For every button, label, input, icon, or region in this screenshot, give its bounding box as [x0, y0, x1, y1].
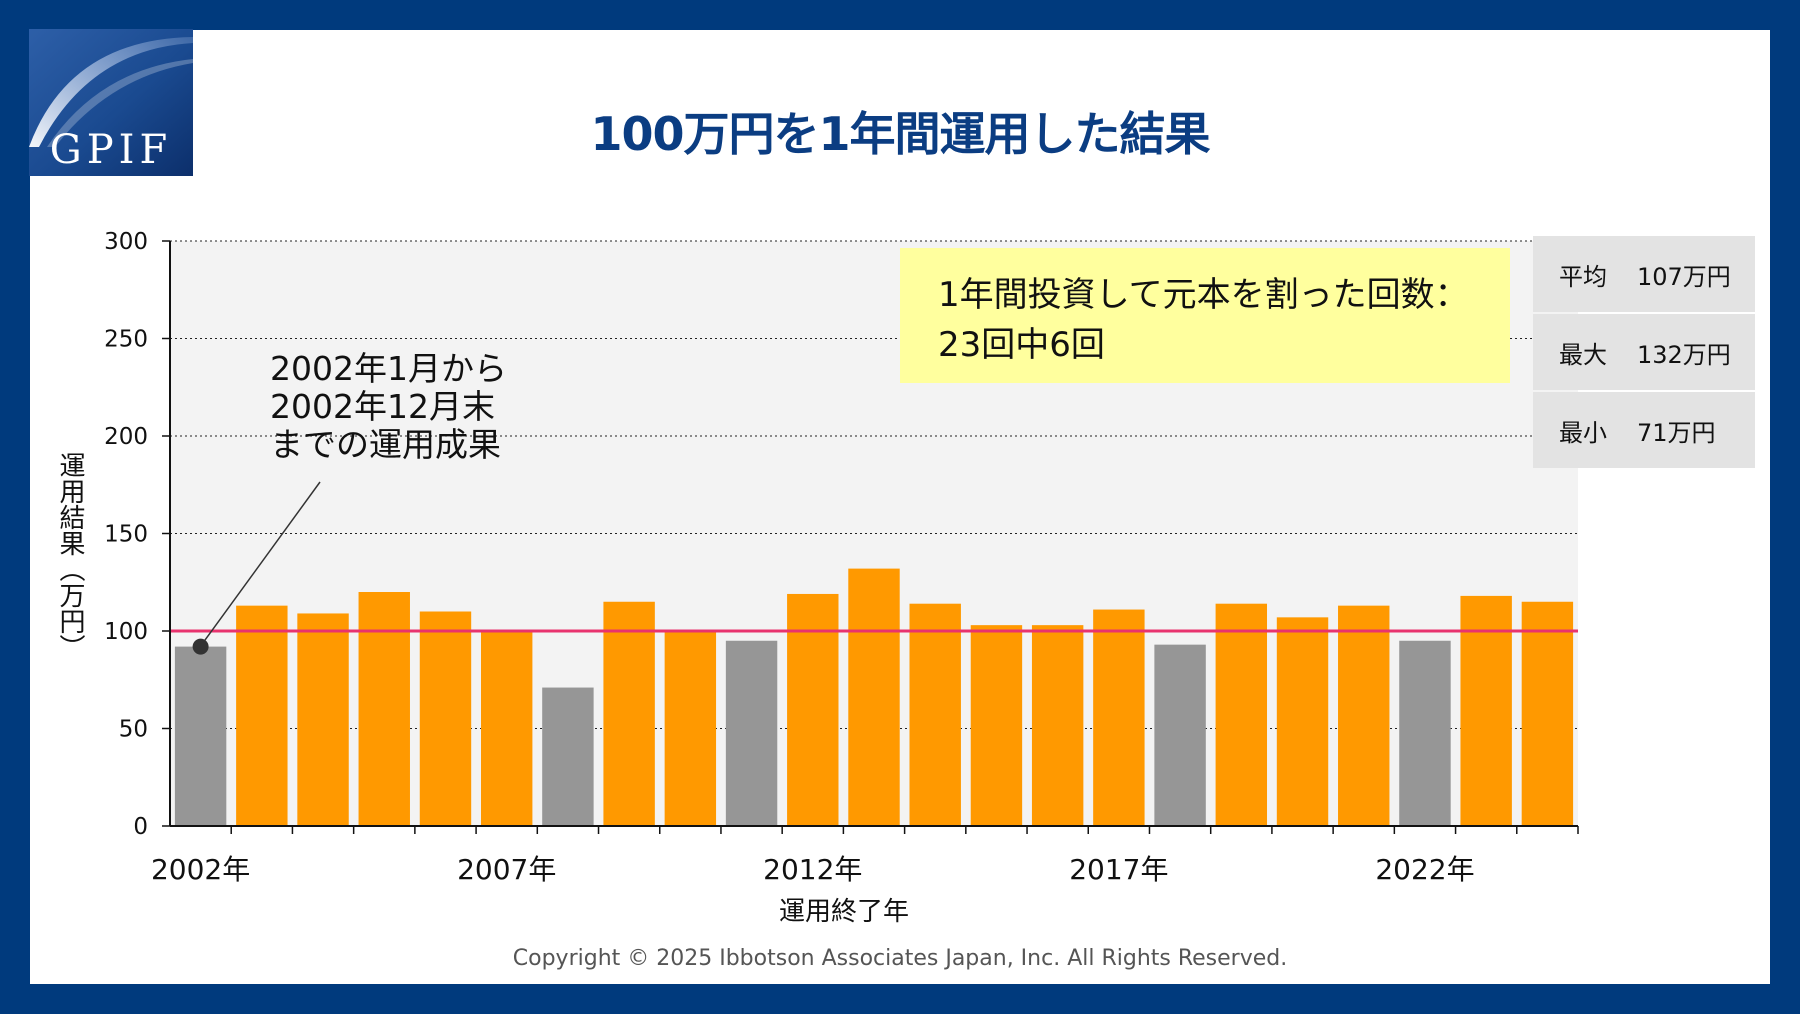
- annotation-line-3: までの運用成果: [270, 425, 501, 464]
- bar-2011年: [725, 640, 778, 826]
- bar-2020年: [1276, 617, 1329, 826]
- bar-2010年: [664, 631, 717, 826]
- y-tick-label: 200: [104, 424, 148, 450]
- bar-2015年: [970, 625, 1023, 826]
- bar-2013年: [848, 568, 900, 826]
- annotation-leader-line: [204, 481, 321, 642]
- bar-2014年: [909, 603, 961, 826]
- x-axis-label: 運用終了年: [779, 897, 909, 927]
- stat-value: 71万円: [1637, 418, 1716, 447]
- bar-2012年: [787, 593, 839, 826]
- stat-value: 107万円: [1637, 262, 1731, 291]
- bar-2017年: [1093, 609, 1145, 826]
- bar-2024年: [1521, 601, 1574, 826]
- bar-2004年: [297, 613, 349, 826]
- bar-2005年: [358, 592, 410, 826]
- copyright-text: Copyright © 2025 Ibbotson Associates Jap…: [512, 946, 1288, 971]
- stat-average: 平均 107万円: [1533, 236, 1755, 312]
- bar-2023年: [1460, 595, 1512, 826]
- y-tick-label: 150: [104, 522, 148, 548]
- x-tick-label: 2017年: [1069, 853, 1168, 886]
- y-tick-label: 300: [104, 229, 148, 255]
- stat-maximum: 最大 132万円: [1533, 314, 1755, 390]
- stat-value: 132万円: [1637, 340, 1731, 369]
- callout-line-2: 23回中6回: [938, 325, 1105, 365]
- annotation-marker: [192, 638, 209, 655]
- bar-2022年: [1399, 640, 1451, 826]
- y-tick-label: 0: [133, 814, 148, 840]
- annotation-line-1: 2002年1月から: [270, 349, 507, 388]
- bar-2007年: [480, 631, 533, 826]
- callout-line-1: 1年間投資して元本を割った回数：: [938, 275, 1469, 315]
- bar-2003年: [236, 605, 288, 826]
- bar-2002年: [174, 646, 227, 826]
- x-tick-label: 2002年: [151, 853, 250, 886]
- first-bar-annotation: 2002年1月から 2002年12月末 までの運用成果: [270, 350, 507, 464]
- stat-minimum: 最小 71万円: [1533, 392, 1755, 468]
- bar-2008年: [542, 687, 594, 826]
- annotation-line-2: 2002年12月末: [270, 387, 495, 426]
- x-tick-label: 2007年: [457, 853, 556, 886]
- bar-2019年: [1215, 603, 1268, 826]
- y-axis-label: 運用結果（万円）: [55, 452, 85, 660]
- bar-2018年: [1154, 644, 1206, 826]
- stat-label: 最大: [1559, 340, 1607, 369]
- loss-count-callout: 1年間投資して元本を割った回数： 23回中6回: [900, 248, 1510, 383]
- logo-text: GPIF: [50, 127, 172, 173]
- stat-label: 平均: [1559, 262, 1607, 291]
- y-tick-label: 250: [104, 327, 148, 353]
- bar-2009年: [603, 601, 655, 826]
- x-tick-label: 2022年: [1375, 853, 1474, 886]
- y-tick-label: 100: [104, 619, 148, 645]
- stats-panel: 平均 107万円 最大 132万円 最小 71万円: [1533, 236, 1755, 470]
- page-title: 100万円を1年間運用した結果: [590, 107, 1210, 161]
- bar-2021年: [1338, 605, 1390, 826]
- bar-2016年: [1031, 625, 1084, 826]
- y-tick-label: 50: [119, 717, 148, 743]
- x-tick-label: 2012年: [763, 853, 862, 886]
- stat-label: 最小: [1559, 418, 1607, 447]
- gpif-logo: GPIF: [29, 29, 193, 176]
- bar-2006年: [419, 611, 472, 826]
